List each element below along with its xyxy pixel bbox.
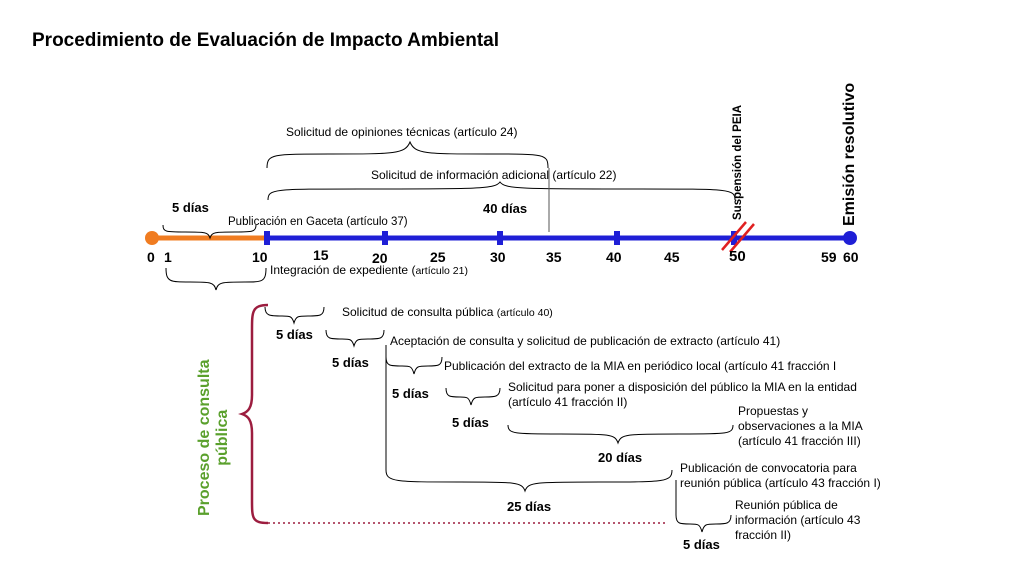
label-solicitud-consulta: Solicitud de consulta pública (artículo … <box>342 305 553 319</box>
tick-label-0: 0 <box>147 249 155 265</box>
brace-20 <box>507 424 734 445</box>
label-5-dias-c: 5 días <box>392 386 429 401</box>
tick-label-45: 45 <box>664 249 680 265</box>
tick-label-15: 15 <box>313 247 329 263</box>
label-propuestas-1: Propuestas y <box>738 404 809 418</box>
label-5-dias-d: 5 días <box>452 415 489 430</box>
label-informacion-adicional: Solicitud de información adicional (artí… <box>371 168 617 182</box>
label-aceptacion-consulta: Aceptación de consulta y solicitud de pu… <box>390 334 781 348</box>
tick-label-40: 40 <box>606 249 622 265</box>
brace-5c <box>385 356 443 375</box>
tick-label-25: 25 <box>430 249 446 265</box>
brace-consulta-publica <box>238 303 269 525</box>
label-propuestas-3: (artículo 41 fracción III) <box>738 434 861 448</box>
tick-label-1: 1 <box>164 249 172 265</box>
suspension-slash-1 <box>721 221 747 251</box>
page-title: Procedimiento de Evaluación de Impacto A… <box>32 30 500 51</box>
tick-label-60: 60 <box>843 249 859 265</box>
brace-5a <box>264 306 325 325</box>
label-reunion-2: información (artículo 43 <box>735 513 861 527</box>
label-reunion-3: fracción II) <box>735 528 792 542</box>
timeline-end-dot <box>843 231 857 245</box>
brace-5d <box>445 387 501 406</box>
brace-25 <box>385 469 673 493</box>
tick-mark-10 <box>264 231 270 245</box>
label-integracion-expediente: Integración de expediente (artículo 21) <box>270 263 468 277</box>
brace-informacion <box>267 181 736 201</box>
brace-opiniones <box>266 140 549 169</box>
label-5-dias-b: 5 días <box>332 355 369 370</box>
tick-label-20: 20 <box>372 250 388 266</box>
label-convocatoria-2: reunión pública (artículo 43 fracción I) <box>680 476 881 490</box>
label-publicacion-gaceta: Publicación en Gaceta (artículo 37) <box>228 216 408 228</box>
label-5-dias-e: 5 días <box>683 537 720 552</box>
label-poner-disposicion-1: Solicitud para poner a disposición del p… <box>508 380 857 394</box>
label-20-dias: 20 días <box>598 450 643 465</box>
label-5-dias-a: 5 días <box>276 327 313 342</box>
tick-mark-40 <box>614 231 620 245</box>
tick-mark-50 <box>731 231 737 245</box>
label-40-dias: 40 días <box>483 201 528 216</box>
label-emision-resolutivo: Emisión resolutivo <box>841 82 858 226</box>
brace-5-dias-top <box>162 224 257 240</box>
brace-5e <box>675 514 732 533</box>
tick-label-30: 30 <box>490 249 506 265</box>
timeline-start-dot <box>145 231 159 245</box>
tick-label-35: 35 <box>546 249 562 265</box>
suspension-slash-2 <box>729 223 755 253</box>
label-publicacion-extracto: Publicación del extracto de la MIA en pe… <box>444 359 837 373</box>
tick-mark-30 <box>497 231 503 245</box>
label-poner-disposicion-2: (artículo 41 fracción II) <box>508 395 628 409</box>
label-proceso-consulta-publica: Proceso de consulta pública <box>196 359 231 517</box>
tick-label-59: 59 <box>821 249 837 265</box>
label-opiniones-tecnicas: Solicitud de opiniones técnicas (artícul… <box>286 125 518 139</box>
label-propuestas-2: observaciones a la MIA <box>738 419 863 433</box>
brace-integracion <box>165 267 267 291</box>
label-convocatoria-1: Publicación de convocatoria para <box>680 461 857 475</box>
label-5-dias-top: 5 días <box>172 200 209 215</box>
tick-mark-20 <box>382 231 388 245</box>
label-reunion-1: Reunión pública de <box>735 498 838 512</box>
tick-label-50: 50 <box>729 248 746 265</box>
brace-5b <box>325 329 385 348</box>
label-25-dias: 25 días <box>507 499 552 514</box>
label-suspension-peia: Suspensión del PEIA <box>732 104 744 220</box>
tick-label-10: 10 <box>252 249 268 265</box>
